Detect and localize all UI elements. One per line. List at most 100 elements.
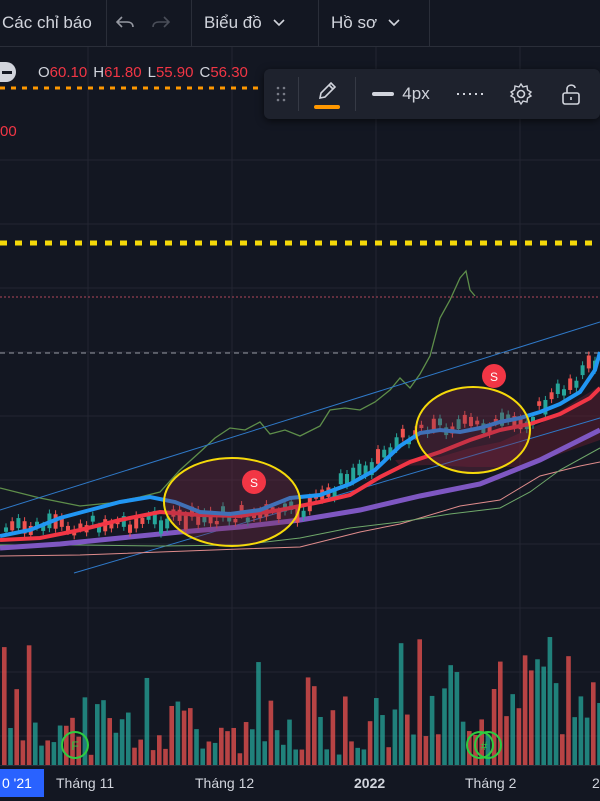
volume-bar [560, 734, 565, 765]
event-marker-group[interactable]: # [466, 731, 502, 759]
volume-bar [374, 698, 379, 765]
selection-ellipses[interactable] [163, 386, 531, 547]
volume-bar [485, 734, 491, 765]
volume-bar [516, 708, 522, 765]
candle-body [140, 517, 145, 524]
candle-body [493, 418, 498, 423]
time-axis[interactable]: 0 '21 Tháng 11 Tháng 12 2022 Tháng 2 2 [0, 765, 600, 801]
candle-body [146, 515, 151, 520]
volume-bar [64, 725, 69, 765]
volume-bar [578, 696, 584, 765]
candle-body [431, 418, 436, 430]
candle-body [400, 428, 405, 438]
legend-collapse-button[interactable] [0, 62, 16, 82]
event-marker-f[interactable]: F [61, 731, 89, 759]
candle-body [363, 465, 368, 476]
event-marker-group-label: # [481, 739, 488, 753]
chart-menu-label: Biểu đồ [204, 13, 262, 32]
gear-icon [509, 82, 533, 106]
candle-body [568, 378, 573, 390]
volume-bar [188, 708, 193, 765]
candle-body [270, 507, 275, 511]
candle-body [22, 521, 27, 534]
volume-bar [45, 740, 50, 765]
volume-bar [504, 716, 509, 765]
volume-bar [312, 686, 317, 765]
volume-bar [181, 710, 187, 765]
volume-bar [386, 747, 391, 765]
ohlc-close-value: 56.30 [210, 63, 248, 81]
signal-badge-mid[interactable]: S [242, 470, 266, 494]
volume-bar [597, 703, 600, 765]
volume-bar [76, 736, 81, 765]
signal-badge-top-label: S [490, 370, 498, 384]
volume-bar [535, 659, 540, 765]
volume-bar [541, 666, 546, 765]
line-style-button[interactable] [446, 69, 496, 119]
volume-bar [454, 672, 460, 765]
volume-bar [305, 677, 311, 765]
volume-bar [163, 748, 168, 765]
signal-badge-top[interactable]: S [482, 364, 506, 388]
volume-bar [336, 754, 342, 765]
trend-channel[interactable] [0, 321, 600, 574]
candle-body [109, 522, 114, 529]
volume-bar [33, 722, 38, 765]
volume-bar [522, 655, 528, 765]
candle-body [134, 515, 139, 529]
volume-bar [256, 662, 261, 765]
volume-bar [330, 710, 336, 765]
candle-body [41, 525, 46, 531]
candle-body [500, 412, 504, 426]
candle-body [543, 399, 548, 415]
lock-button[interactable] [546, 69, 596, 119]
highlight-ellipse-right[interactable] [415, 386, 531, 474]
line-width-icon [372, 92, 395, 96]
volume-bar [212, 742, 218, 765]
candle-body [574, 380, 579, 388]
event-marker-f-label: F [71, 739, 78, 753]
indicators-button[interactable]: Các chỉ báo [0, 0, 106, 46]
candle-body [345, 474, 349, 486]
toolbar-divider [298, 77, 299, 111]
toolbar-divider [106, 0, 107, 46]
volume-bar [243, 722, 249, 765]
drag-handle-icon [276, 86, 286, 102]
time-axis-label: 2 [592, 775, 600, 791]
volume-bar [299, 749, 305, 765]
volume-bar [138, 739, 143, 765]
undo-button[interactable] [107, 0, 143, 46]
ohlc-legend: O 60.10 H 61.80 L 55.90 C 56.30 [32, 58, 248, 86]
candle-body [121, 516, 126, 527]
candle-body [227, 515, 232, 522]
volume-bar [175, 701, 181, 765]
volume-bar [392, 709, 398, 765]
line-width-button[interactable]: 4px [356, 69, 446, 119]
settings-button[interactable] [496, 69, 546, 119]
highlight-ellipse-left[interactable] [163, 457, 301, 547]
ohlc-high-label: H [93, 63, 105, 81]
candle-body [159, 520, 163, 534]
ichimoku-lagging-span [0, 269, 476, 507]
volume-bar [150, 750, 156, 765]
volume-bar [584, 717, 590, 765]
line-color-swatch [314, 104, 340, 109]
drag-handle[interactable] [264, 69, 298, 119]
volume-bar [107, 718, 112, 765]
candle-body [4, 527, 8, 532]
ohlc-close-label: C [199, 63, 211, 81]
candle-body [376, 449, 380, 464]
candle-body [239, 505, 244, 515]
volume-bar [169, 705, 174, 765]
candle-body [66, 525, 70, 531]
chart-menu-button[interactable]: Biểu đồ [192, 0, 318, 46]
redo-button[interactable] [143, 0, 179, 46]
line-color-button[interactable] [299, 69, 355, 119]
chevron-down-icon [273, 19, 285, 27]
profile-menu-button[interactable]: Hồ sơ [319, 0, 429, 46]
volume-bar [293, 749, 298, 765]
candle-body [165, 518, 170, 529]
candle-body [537, 401, 542, 406]
volume-bar [26, 645, 32, 765]
